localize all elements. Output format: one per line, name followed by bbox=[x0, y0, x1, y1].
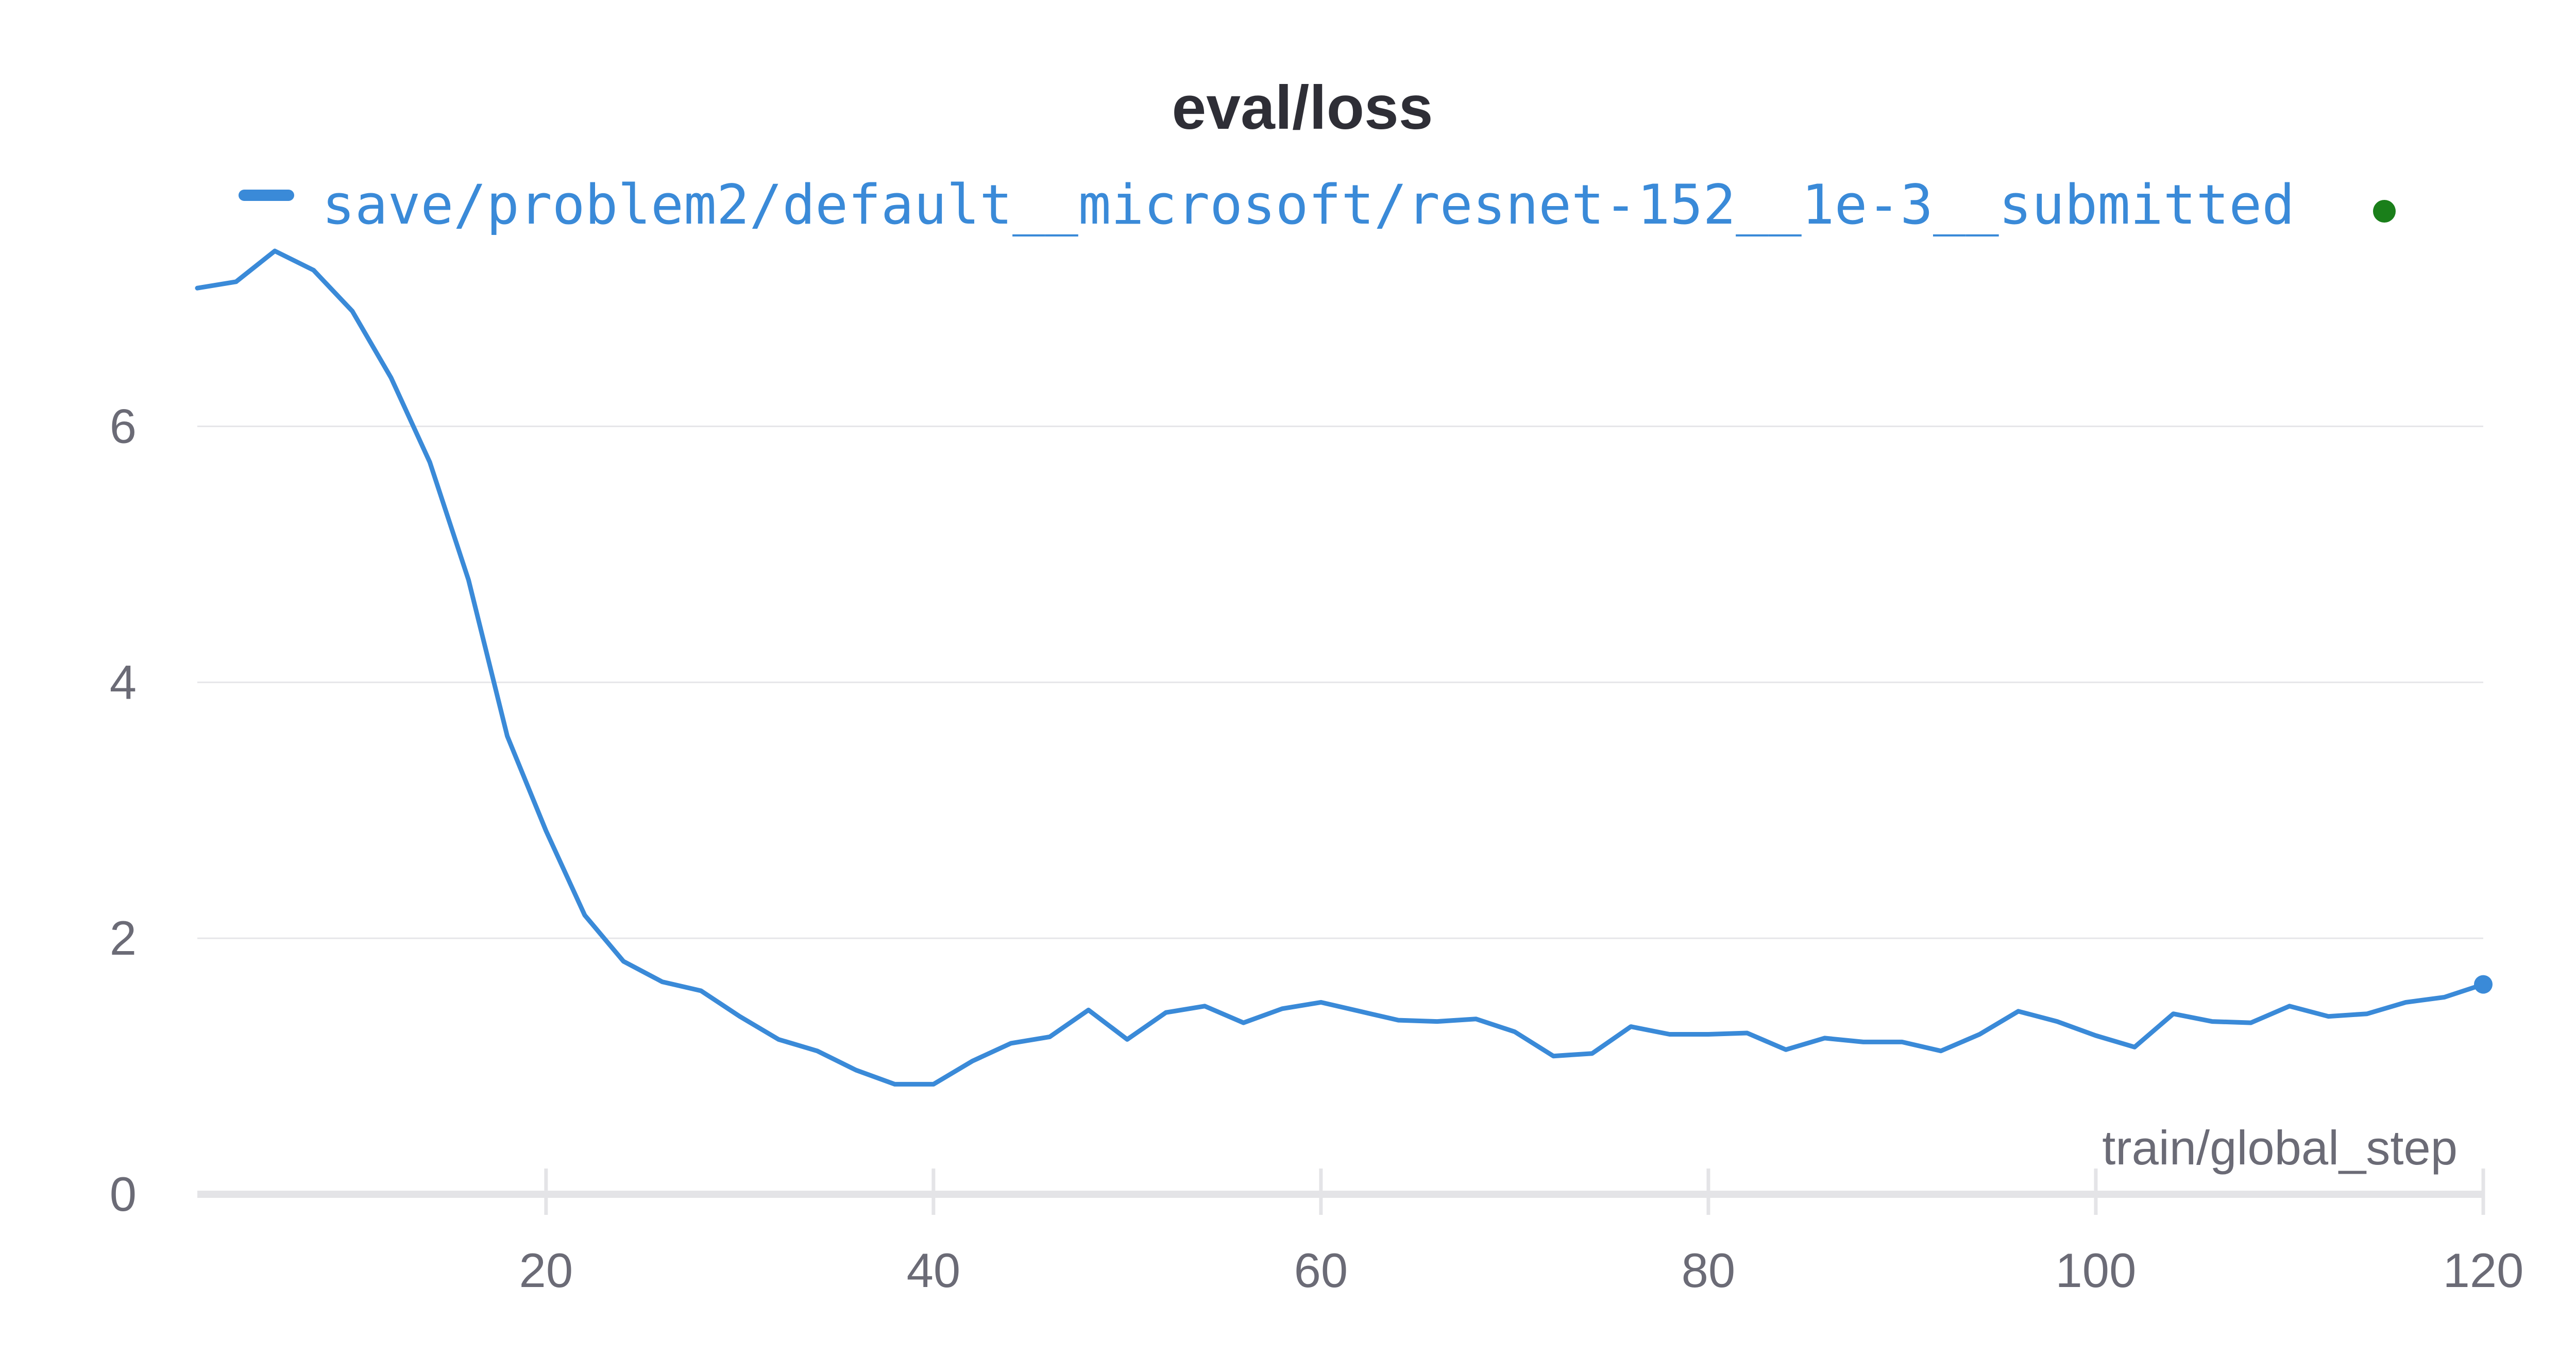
y-tick-label-4: 4 bbox=[110, 655, 137, 709]
x-axis-ticks: 20 40 60 80 100 120 bbox=[519, 1169, 2524, 1297]
x-axis-label: train/global_step bbox=[2102, 1121, 2458, 1175]
grid-lines bbox=[197, 425, 2483, 939]
y-tick-label-0: 0 bbox=[110, 1167, 137, 1221]
x-tick-label-20: 20 bbox=[519, 1243, 573, 1297]
x-tick-label-80: 80 bbox=[1682, 1243, 1736, 1297]
x-tick-label-60: 60 bbox=[1294, 1243, 1348, 1297]
x-tick-label-40: 40 bbox=[907, 1243, 961, 1297]
y-axis-ticks: 0 2 4 6 bbox=[110, 399, 137, 1221]
series-layer bbox=[195, 248, 2493, 1087]
y-tick-label-2: 2 bbox=[110, 911, 137, 965]
series-end-point-0[interactable] bbox=[2474, 975, 2493, 994]
x-tick-label-100: 100 bbox=[2056, 1243, 2137, 1297]
legend[interactable]: save/problem2/default__microsoft/resnet-… bbox=[239, 173, 2396, 236]
legend-swatch bbox=[239, 190, 294, 201]
status-dot bbox=[2373, 200, 2396, 223]
chart-title: eval/loss bbox=[1172, 73, 1433, 142]
series-line-0[interactable] bbox=[195, 248, 2486, 1087]
x-tick-label-120: 120 bbox=[2443, 1243, 2524, 1297]
y-tick-label-6: 6 bbox=[110, 399, 137, 453]
legend-label: save/problem2/default__microsoft/resnet-… bbox=[322, 173, 2295, 236]
